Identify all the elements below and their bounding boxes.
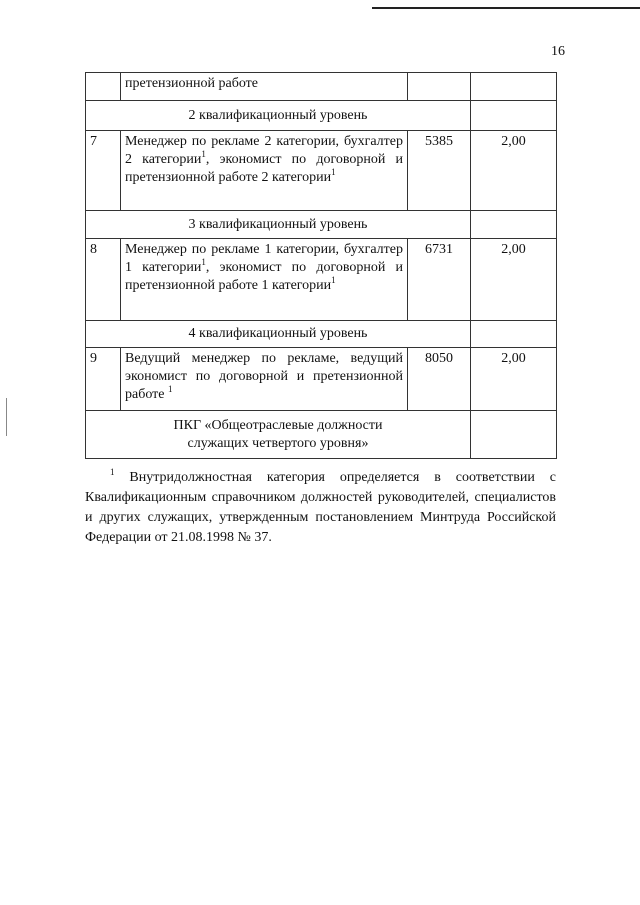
cell-coef: 2,00 — [470, 130, 557, 211]
page-number: 16 — [551, 44, 565, 59]
scan-artifact — [6, 398, 7, 436]
group-title: ПКГ «Общеотраслевые должности служащих ч… — [85, 410, 471, 459]
cell-coef: 2,00 — [470, 347, 557, 411]
footnote-ref: 1 — [201, 257, 206, 267]
salary-table: претензионной работе 2 квалификационный … — [85, 72, 557, 459]
cell-salary: 5385 — [407, 130, 471, 211]
cell-salary: 8050 — [407, 347, 471, 411]
title-part: Ведущий менеджер по рекламе, ведущий эко… — [125, 351, 403, 402]
footnote: 1 Внутридолжностная категория определяет… — [85, 468, 556, 548]
title-part: Менеджер по рекламе 1 категории, бухгалт… — [125, 242, 403, 275]
footnote-ref: 1 — [201, 149, 206, 159]
cell-coef: 2,00 — [470, 238, 557, 321]
scan-edge-line — [372, 7, 640, 9]
title-part: Менеджер по рекламе 2 категории, бухгалт… — [125, 134, 403, 167]
level-title: 3 квалификационный уровень — [85, 210, 471, 239]
footnote-ref: 1 — [331, 167, 336, 177]
empty-cell — [470, 320, 557, 348]
group-row: ПКГ «Общеотраслевые должности служащих ч… — [85, 410, 557, 459]
level-title: 4 квалификационный уровень — [85, 320, 471, 348]
cell-title: Ведущий менеджер по рекламе, ведущий эко… — [120, 347, 408, 411]
level-title: 2 квалификационный уровень — [85, 100, 471, 131]
cell-num: 7 — [85, 130, 121, 211]
footnote-text: Внутридолжностная категория определяется… — [85, 470, 557, 545]
empty-cell — [470, 210, 557, 239]
level-row: 3 квалификационный уровень — [85, 210, 557, 239]
cell-title: Менеджер по рекламе 2 категории, бухгалт… — [120, 130, 408, 211]
cell-title: Менеджер по рекламе 1 категории, бухгалт… — [120, 238, 408, 321]
empty-cell — [470, 410, 557, 459]
cell-salary — [407, 72, 471, 101]
title-part: , экономист по договорной и претензионно… — [125, 152, 403, 185]
table-row: 9 Ведущий менеджер по рекламе, ведущий э… — [85, 347, 557, 411]
footnote-mark: 1 — [110, 467, 115, 477]
level-row: 4 квалификационный уровень — [85, 320, 557, 348]
cell-salary: 6731 — [407, 238, 471, 321]
footnote-ref: 1 — [167, 384, 173, 394]
cell-coef — [470, 72, 557, 101]
cell-num — [85, 72, 121, 101]
table-row: 8 Менеджер по рекламе 1 категории, бухга… — [85, 238, 557, 321]
table-row: 7 Менеджер по рекламе 2 категории, бухга… — [85, 130, 557, 211]
footnote-ref: 1 — [331, 275, 336, 285]
table-row: претензионной работе — [85, 72, 557, 101]
level-row: 2 квалификационный уровень — [85, 100, 557, 131]
empty-cell — [470, 100, 557, 131]
title-part: , экономист по договорной и претензионно… — [125, 260, 403, 293]
cell-title: претензионной работе — [120, 72, 408, 101]
cell-num: 8 — [85, 238, 121, 321]
cell-num: 9 — [85, 347, 121, 411]
